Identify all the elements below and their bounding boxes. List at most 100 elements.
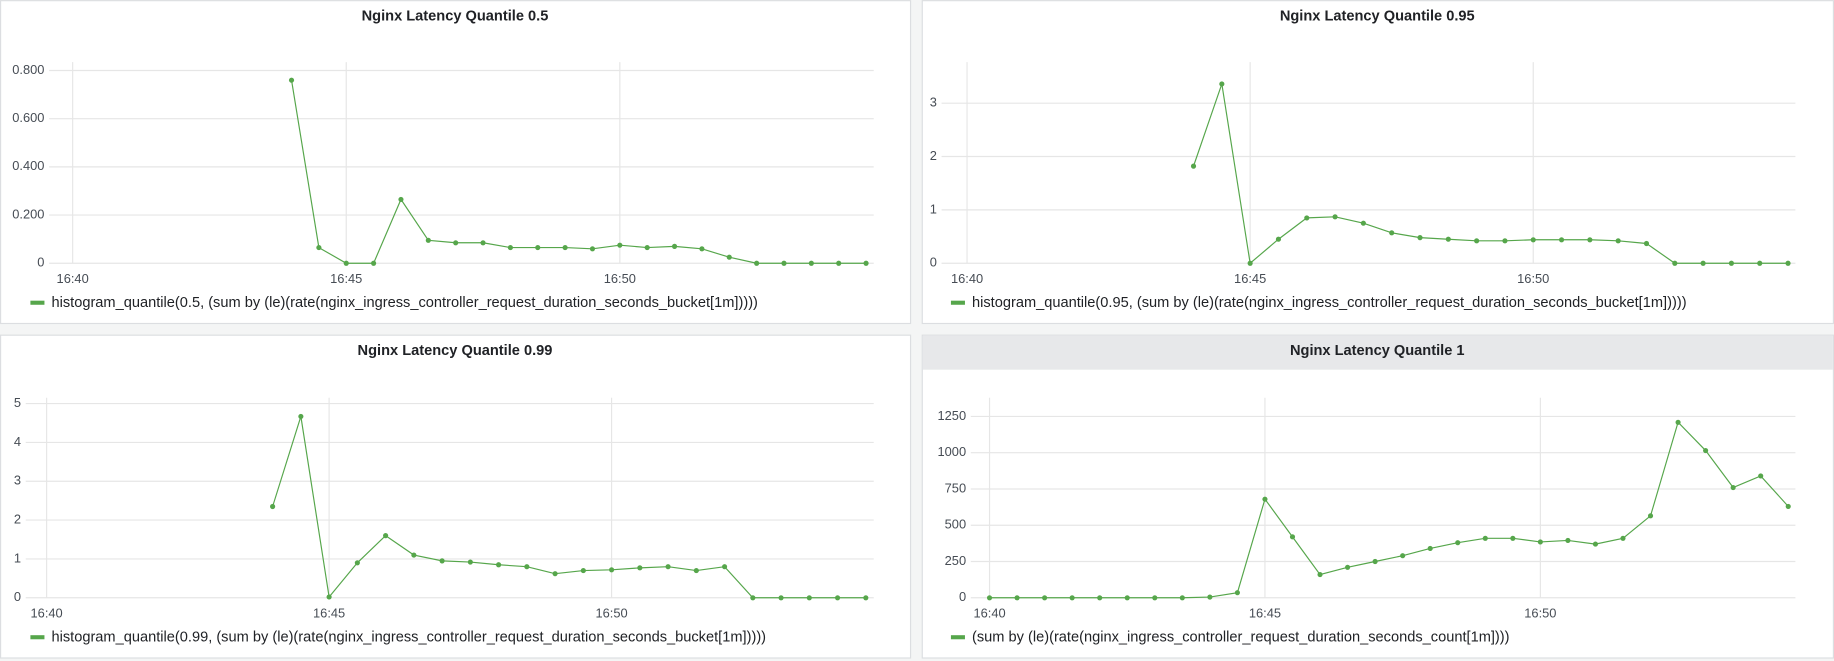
- data-point: [288, 77, 295, 83]
- legend-swatch: [950, 635, 965, 640]
- y-tick-label: 3: [930, 95, 937, 110]
- y-tick-label: 0: [37, 255, 44, 270]
- data-point: [552, 571, 558, 577]
- data-point: [1234, 590, 1240, 596]
- data-point: [1400, 553, 1406, 559]
- data-point: [1360, 220, 1366, 226]
- series-line: [290, 80, 867, 264]
- series-line: [1192, 83, 1789, 265]
- data-point: [1042, 595, 1048, 601]
- legend-swatch: [950, 300, 965, 305]
- panel-header-hover: [922, 335, 1833, 370]
- series-line: [272, 416, 866, 599]
- data-point: [609, 567, 615, 573]
- data-point: [754, 260, 760, 266]
- y-tick-label: 4: [14, 434, 21, 449]
- data-point: [316, 245, 322, 251]
- data-point: [836, 260, 842, 266]
- panel: [0, 0, 912, 325]
- data-point: [1427, 545, 1433, 552]
- panel: [0, 334, 912, 659]
- data-point: [354, 560, 360, 566]
- data-point: [1219, 81, 1225, 87]
- data-point: [1179, 595, 1185, 601]
- data-point: [1672, 260, 1678, 266]
- data-point: [1558, 237, 1565, 243]
- data-point: [1455, 540, 1461, 546]
- data-point: [398, 196, 404, 202]
- data-point: [1502, 238, 1508, 244]
- panel: [921, 334, 1834, 659]
- y-tick-label: 1: [930, 201, 937, 216]
- data-point: [1474, 238, 1480, 244]
- data-point: [1530, 237, 1536, 243]
- data-point: [1510, 535, 1516, 541]
- data-point: [1152, 595, 1158, 601]
- y-tick-label: 3: [14, 473, 21, 488]
- data-point: [781, 260, 787, 266]
- legend-label: histogram_quantile(0.95, (sum by (le)(ra…: [972, 295, 1687, 311]
- x-tick-label: 16:45: [1234, 271, 1266, 286]
- legend-swatch: [30, 635, 45, 640]
- data-point: [1097, 595, 1103, 601]
- data-point: [1289, 534, 1296, 540]
- data-point: [467, 559, 473, 565]
- y-tick-label: 0: [930, 255, 937, 270]
- data-point: [524, 564, 530, 570]
- data-point: [425, 237, 431, 243]
- data-point: [453, 240, 459, 246]
- data-point: [383, 533, 389, 539]
- data-point: [343, 260, 349, 266]
- data-point: [671, 243, 678, 249]
- y-tick-label: 1250: [938, 408, 967, 423]
- data-point: [1262, 496, 1268, 502]
- data-point: [1332, 214, 1338, 220]
- panel-title: Nginx Latency Quantile 0.5: [362, 8, 549, 24]
- data-point: [617, 242, 623, 248]
- data-point: [1372, 558, 1378, 565]
- x-tick-label: 16:45: [1249, 606, 1281, 621]
- panel: [921, 0, 1834, 325]
- y-tick-label: 750: [945, 480, 966, 495]
- data-point: [371, 260, 377, 266]
- y-tick-label: 1: [14, 550, 21, 565]
- y-tick-label: 0.400: [12, 158, 44, 173]
- data-point: [806, 595, 812, 601]
- data-point: [1124, 595, 1130, 601]
- legend-label: histogram_quantile(0.99, (sum by (le)(ra…: [51, 629, 766, 645]
- data-point: [1758, 473, 1764, 479]
- data-point: [1417, 235, 1423, 241]
- x-tick-label: 16:40: [57, 271, 89, 286]
- data-point: [693, 568, 699, 574]
- data-point: [808, 260, 814, 266]
- data-point: [986, 595, 993, 601]
- y-tick-label: 0: [959, 589, 966, 604]
- data-point: [580, 568, 586, 574]
- series-line: [989, 421, 1789, 599]
- x-tick-label: 16:50: [604, 271, 636, 286]
- legend-label: (sum by (le)(rate(nginx_ingress_controll…: [972, 629, 1510, 645]
- data-point: [411, 552, 417, 558]
- legend-label: histogram_quantile(0.5, (sum by (le)(rat…: [51, 295, 757, 311]
- y-tick-label: 0.800: [12, 62, 44, 77]
- data-point: [1700, 260, 1706, 266]
- data-point: [699, 246, 705, 252]
- y-tick-label: 250: [945, 553, 966, 568]
- data-point: [1482, 535, 1488, 541]
- data-point: [480, 240, 486, 246]
- data-point: [1620, 535, 1626, 541]
- x-tick-label: 16:40: [951, 271, 983, 286]
- data-point: [1069, 595, 1075, 601]
- data-point: [863, 260, 869, 266]
- data-point: [722, 564, 728, 570]
- data-point: [644, 245, 650, 251]
- data-point: [298, 413, 304, 419]
- data-point: [507, 245, 513, 251]
- x-tick-label: 16:45: [313, 606, 345, 621]
- data-point: [1675, 419, 1681, 425]
- x-tick-label: 16:50: [1524, 606, 1556, 621]
- data-point: [1014, 595, 1020, 601]
- data-point: [1317, 571, 1323, 578]
